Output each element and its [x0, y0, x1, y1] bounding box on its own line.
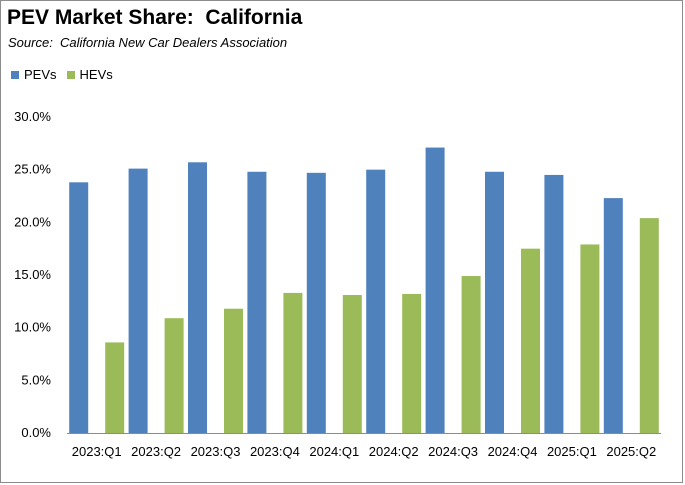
y-tick-label: 10.0%: [14, 320, 51, 335]
legend-item-pevs: PEVs: [11, 67, 57, 82]
bar-hevs-2024-q3: [461, 276, 481, 433]
bar-hevs-2023-q3: [224, 308, 243, 433]
x-tick-label: 2024:Q4: [488, 444, 538, 459]
bar-hevs-2023-q4: [283, 292, 303, 433]
x-tick-label: 2023:Q4: [250, 444, 300, 459]
x-tick-label: 2025:Q1: [547, 444, 597, 459]
y-tick-label: 5.0%: [21, 372, 51, 387]
x-tick-label: 2023:Q2: [131, 444, 181, 459]
bar-pevs-2023-q2: [128, 168, 148, 433]
bar-hevs-2025-q1: [580, 244, 600, 433]
bar-pevs-2023-q4: [247, 171, 267, 434]
bar-hevs-2023-q2: [164, 318, 184, 433]
x-tick-label: 2023:Q3: [191, 444, 241, 459]
bar-pevs-2023-q3: [188, 162, 207, 433]
bar-pevs-2025-q2: [603, 198, 623, 433]
legend-swatch-hevs: [66, 70, 75, 79]
x-tick-label: 2023:Q1: [72, 444, 122, 459]
bar-hevs-2024-q4: [521, 248, 540, 433]
legend-item-hevs: HEVs: [66, 67, 113, 82]
x-tick-label: 2025:Q2: [606, 444, 656, 459]
legend-swatch-pevs: [11, 70, 19, 79]
bar-hevs-2023-q1: [105, 342, 125, 433]
y-tick-label: 20.0%: [14, 214, 51, 229]
y-tick-label: 30.0%: [14, 109, 51, 124]
chart-subtitle: Source: California New Car Dealers Assoc…: [8, 35, 288, 50]
bar-hevs-2024-q1: [342, 295, 362, 433]
bar-pevs-2024-q1: [306, 172, 326, 433]
bar-pevs-2023-q1: [69, 182, 89, 433]
legend-label-pevs: PEVs: [24, 67, 57, 82]
y-tick-label: 0.0%: [21, 425, 51, 440]
y-tick-label: 25.0%: [14, 162, 51, 177]
legend-label-hevs: HEVs: [79, 67, 113, 82]
bar-pevs-2024-q2: [366, 169, 386, 433]
x-tick-label: 2024:Q1: [309, 444, 359, 459]
bar-pevs-2024-q3: [425, 147, 445, 433]
y-tick-label: 15.0%: [14, 267, 51, 282]
bar-hevs-2024-q2: [402, 293, 422, 433]
chart-title: PEV Market Share: California: [7, 6, 303, 29]
x-tick-label: 2024:Q3: [428, 444, 478, 459]
legend: PEVs HEVs: [11, 67, 123, 82]
bar-hevs-2025-q2: [639, 218, 659, 433]
bar-pevs-2025-q1: [544, 174, 564, 433]
x-tick-label: 2024:Q2: [369, 444, 419, 459]
bar-pevs-2024-q4: [485, 171, 504, 434]
